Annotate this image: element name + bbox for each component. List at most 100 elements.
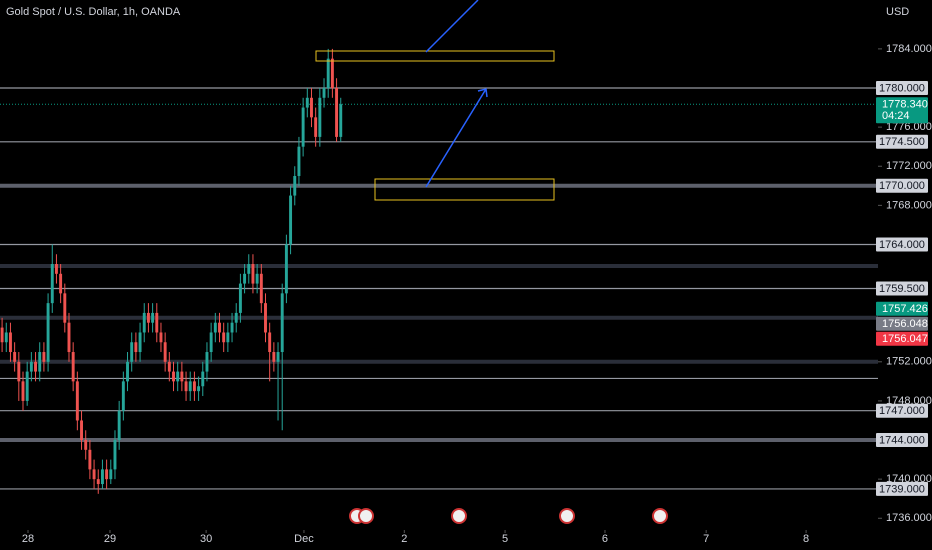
line-price-label: 1759.500 xyxy=(879,283,925,295)
candle-body xyxy=(176,371,180,382)
line-price-label: 1739.000 xyxy=(879,483,925,495)
x-tick-label: 5 xyxy=(502,533,508,545)
candle-body xyxy=(50,264,54,304)
line-price-label: 1770.000 xyxy=(879,180,925,192)
candle-body xyxy=(268,332,272,353)
candle-body xyxy=(155,312,159,333)
candle-body xyxy=(8,332,12,353)
time-axis: 28 29 30 Dec 2 5 6 7 8 xyxy=(22,530,809,545)
y-tick-label: 1784.000 xyxy=(886,43,932,55)
y-tick-label: 1752.000 xyxy=(886,356,932,368)
price-marker-box xyxy=(876,316,928,331)
candle-body xyxy=(67,322,71,353)
line-price-box xyxy=(876,237,928,252)
candle-body xyxy=(184,381,188,392)
event-flag[interactable] xyxy=(358,508,374,524)
price-axis: 1784.000 1776.000 1772.000 1768.000 1752.000… xyxy=(876,43,932,524)
candle-body xyxy=(205,352,209,372)
line-price-label: 1774.500 xyxy=(879,136,925,148)
candle-body xyxy=(272,352,276,362)
candle-body xyxy=(192,381,196,392)
candle-body xyxy=(314,117,318,137)
candle-body xyxy=(251,264,255,284)
y-tick-label: 1772.000 xyxy=(886,160,932,172)
candle-body xyxy=(226,332,230,343)
y-tick-label: 1736.000 xyxy=(886,512,932,524)
candle-body xyxy=(264,303,267,333)
candle-body xyxy=(163,342,167,362)
line-price-box xyxy=(876,134,928,149)
line-price-box xyxy=(876,81,928,96)
y-tick-label: 1776.000 xyxy=(886,121,932,133)
candle-body xyxy=(59,273,63,294)
line-price-box xyxy=(876,281,928,296)
price-marker-label: 1756.048 xyxy=(882,318,928,330)
line-price-label: 1747.000 xyxy=(879,405,925,417)
candle-body xyxy=(88,449,92,470)
line-price-label: 1744.000 xyxy=(879,434,925,446)
x-tick-label: 28 xyxy=(22,533,34,545)
candle-body xyxy=(255,273,259,284)
candle-body xyxy=(80,420,83,441)
arrow xyxy=(425,0,479,53)
candle-body xyxy=(280,293,284,353)
line-price-box xyxy=(876,178,928,193)
event-flag[interactable] xyxy=(652,508,668,524)
candle-body xyxy=(297,146,301,177)
candle-body xyxy=(218,322,221,333)
candle-body xyxy=(197,386,201,392)
candle-body xyxy=(326,58,330,89)
candle-body xyxy=(117,410,121,441)
candle-body xyxy=(17,361,21,382)
candle-body xyxy=(243,273,247,284)
candle-body xyxy=(335,88,339,137)
arrow xyxy=(425,88,487,188)
price-marker-label: 1778.340 xyxy=(882,99,928,111)
x-tick-label: 6 xyxy=(602,533,608,545)
line-price-box xyxy=(876,481,928,496)
price-marker-box xyxy=(876,301,928,316)
candle-body xyxy=(21,381,25,401)
candle-body xyxy=(54,264,58,274)
candle-body xyxy=(276,352,280,362)
event-flag[interactable] xyxy=(559,508,575,524)
x-tick-label: 30 xyxy=(200,533,212,545)
candle-body xyxy=(63,293,67,323)
x-tick-label: Dec xyxy=(294,533,314,545)
price-marker-box xyxy=(876,97,928,124)
candle-body xyxy=(213,322,217,333)
candle-body xyxy=(201,371,205,387)
event-flags[interactable] xyxy=(349,508,668,524)
candle-body xyxy=(29,361,33,372)
candle-body xyxy=(4,332,8,343)
candle-body xyxy=(151,312,155,323)
x-tick-label: 2 xyxy=(401,533,407,545)
candle-body xyxy=(209,332,213,353)
candle-body xyxy=(146,312,150,323)
line-price-label: 1764.000 xyxy=(879,239,925,251)
candle-body xyxy=(71,352,75,382)
zone-box xyxy=(374,178,555,201)
candle-body xyxy=(318,97,322,137)
candle-body xyxy=(310,97,313,118)
candle-body xyxy=(305,97,309,108)
candle-body xyxy=(259,273,263,304)
candle-body xyxy=(96,479,100,485)
currency: USD xyxy=(886,6,909,18)
candle-body xyxy=(247,264,251,274)
chart-title: Gold Spot / U.S. Dollar, 1h, OANDA xyxy=(6,6,181,18)
candle-body xyxy=(121,381,125,411)
x-tick-label: 8 xyxy=(803,533,809,545)
candle-body xyxy=(105,469,109,480)
event-flag[interactable] xyxy=(451,508,467,524)
candle-body xyxy=(100,469,104,485)
candle-body xyxy=(0,327,4,343)
arrow-head xyxy=(477,88,488,98)
candle-body xyxy=(289,195,293,245)
candle-body xyxy=(238,283,242,313)
candle-body xyxy=(84,440,88,450)
price-marker-label: 1756.047 xyxy=(882,333,928,345)
candle-body xyxy=(42,352,46,362)
